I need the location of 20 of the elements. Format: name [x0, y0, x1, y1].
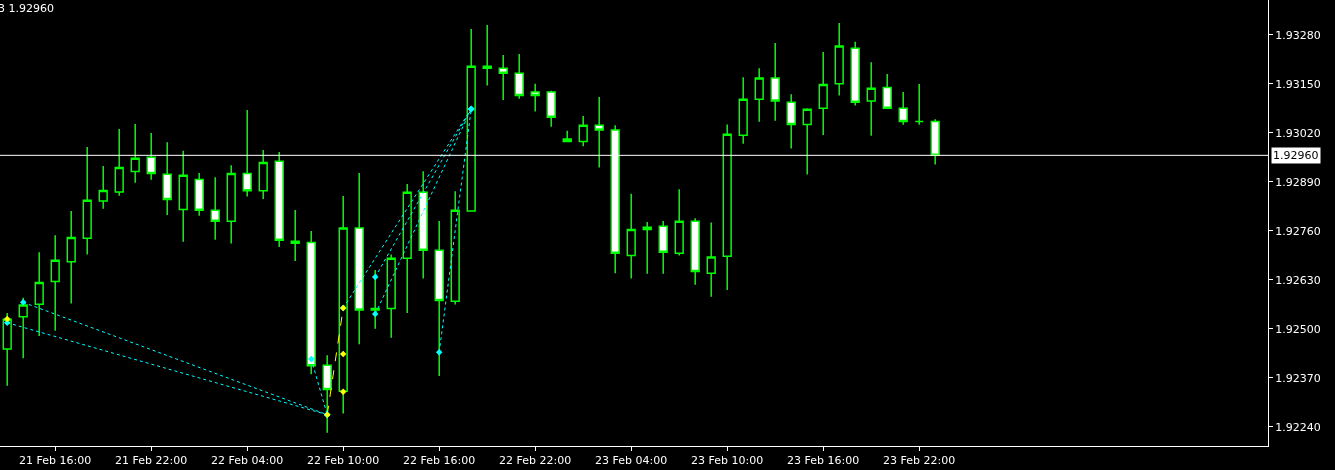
x-tick-label: 22 Feb 10:00 — [307, 454, 380, 468]
y-tick-label: 1.93280 — [1275, 28, 1321, 42]
x-tick-label: 22 Feb 04:00 — [211, 454, 284, 468]
y-tick-label: 1.92370 — [1275, 371, 1321, 385]
y-tick-label: 1.92630 — [1275, 273, 1321, 287]
x-tick-label: 23 Feb 10:00 — [691, 454, 764, 468]
y-tick-label: 1.92240 — [1275, 420, 1321, 434]
y-tick-label: 1.92890 — [1275, 175, 1321, 189]
x-tick-label: 21 Feb 22:00 — [115, 454, 188, 468]
x-tick-label: 21 Feb 16:00 — [19, 454, 92, 468]
y-tick-label: 1.92760 — [1275, 224, 1321, 238]
x-tick-label: 22 Feb 16:00 — [403, 454, 476, 468]
x-tick-label: 22 Feb 22:00 — [499, 454, 572, 468]
x-tick-label: 23 Feb 16:00 — [787, 454, 860, 468]
y-tick-label: 1.92500 — [1275, 322, 1321, 336]
x-tick-label: 23 Feb 04:00 — [595, 454, 668, 468]
y-tick-label: 1.93020 — [1275, 126, 1321, 140]
ref-line-label: 1.92960 — [1273, 149, 1319, 162]
y-tick-label: 1.93150 — [1275, 77, 1321, 91]
x-tick-label: 23 Feb 22:00 — [883, 454, 956, 468]
